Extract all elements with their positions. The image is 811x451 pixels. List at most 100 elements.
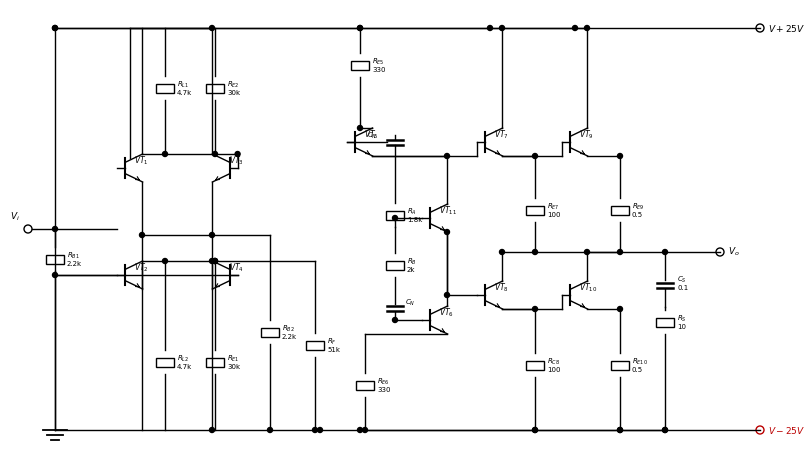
Circle shape <box>53 272 58 277</box>
Text: $V-25V$: $V-25V$ <box>768 424 805 436</box>
Bar <box>46 254 64 263</box>
Circle shape <box>363 428 367 433</box>
Text: $V+25V$: $V+25V$ <box>768 23 805 33</box>
Bar <box>156 83 174 92</box>
Circle shape <box>358 125 363 130</box>
Text: $R_{B2}$: $R_{B2}$ <box>282 324 295 334</box>
Bar <box>611 360 629 369</box>
Circle shape <box>212 152 217 156</box>
Circle shape <box>444 153 449 158</box>
Circle shape <box>209 428 214 433</box>
Circle shape <box>444 293 449 298</box>
Circle shape <box>212 258 217 263</box>
Text: $VT_7$: $VT_7$ <box>494 129 509 141</box>
Text: $R_{E1}$: $R_{E1}$ <box>227 354 239 364</box>
Circle shape <box>358 26 363 31</box>
Circle shape <box>585 26 590 31</box>
Bar <box>206 83 224 92</box>
Circle shape <box>500 26 504 31</box>
Text: 100: 100 <box>547 367 560 373</box>
Bar <box>386 261 404 270</box>
Text: $R_S$: $R_S$ <box>677 314 687 324</box>
Circle shape <box>139 233 144 238</box>
Circle shape <box>617 249 623 254</box>
Text: $VT_5$: $VT_5$ <box>364 129 379 141</box>
Circle shape <box>487 26 492 31</box>
Circle shape <box>663 249 667 254</box>
Circle shape <box>617 153 623 158</box>
Circle shape <box>209 233 214 238</box>
Text: $VT_6$: $VT_6$ <box>440 307 454 319</box>
Text: $VT_1$: $VT_1$ <box>134 155 149 167</box>
Text: $R_B$: $R_B$ <box>407 257 417 267</box>
Circle shape <box>533 307 538 312</box>
Text: 330: 330 <box>372 67 385 73</box>
Circle shape <box>533 428 538 433</box>
Circle shape <box>212 258 217 263</box>
Text: $R_{E5}$: $R_{E5}$ <box>372 57 384 67</box>
Text: $R_{E2}$: $R_{E2}$ <box>227 80 239 90</box>
Text: $R_A$: $R_A$ <box>407 207 417 217</box>
Text: $R_{L1}$: $R_{L1}$ <box>177 80 189 90</box>
Bar <box>261 327 279 336</box>
Text: $R_{E6}$: $R_{E6}$ <box>377 377 390 387</box>
Text: $R_{E7}$: $R_{E7}$ <box>547 202 560 212</box>
Circle shape <box>209 26 214 31</box>
Circle shape <box>533 428 538 433</box>
Bar <box>386 211 404 220</box>
Text: 1.8k: 1.8k <box>407 217 423 223</box>
Bar <box>656 318 674 327</box>
Text: 330: 330 <box>377 387 391 393</box>
Circle shape <box>312 428 317 433</box>
Text: 0.5: 0.5 <box>632 212 643 218</box>
Circle shape <box>53 26 58 31</box>
Circle shape <box>358 26 363 31</box>
Text: $VT_{10}$: $VT_{10}$ <box>579 282 598 294</box>
Bar <box>526 360 544 369</box>
Bar <box>206 358 224 367</box>
Circle shape <box>212 258 217 263</box>
Text: $V_o$: $V_o$ <box>728 246 740 258</box>
Text: 2.2k: 2.2k <box>282 334 297 340</box>
Text: $C_N$: $C_N$ <box>367 131 377 141</box>
Circle shape <box>358 428 363 433</box>
Text: 0.5: 0.5 <box>632 367 643 373</box>
Bar <box>611 206 629 215</box>
Bar <box>306 341 324 350</box>
Circle shape <box>500 249 504 254</box>
Circle shape <box>268 428 272 433</box>
Circle shape <box>162 258 168 263</box>
Text: 100: 100 <box>547 212 560 218</box>
Bar <box>526 206 544 215</box>
Circle shape <box>617 307 623 312</box>
Text: $R_{C8}$: $R_{C8}$ <box>547 357 560 367</box>
Text: 2.2k: 2.2k <box>67 261 82 267</box>
Text: $R_{E9}$: $R_{E9}$ <box>632 202 645 212</box>
Text: $R_F$: $R_F$ <box>327 337 337 347</box>
Circle shape <box>533 153 538 158</box>
Text: $VT_4$: $VT_4$ <box>230 262 244 274</box>
Circle shape <box>585 249 590 254</box>
Text: $VT_3$: $VT_3$ <box>230 155 244 167</box>
Text: 0.1: 0.1 <box>677 285 689 291</box>
Circle shape <box>209 258 214 263</box>
Text: 30k: 30k <box>227 364 240 370</box>
Circle shape <box>53 26 58 31</box>
Text: $C_N$: $C_N$ <box>405 298 415 308</box>
Circle shape <box>573 26 577 31</box>
Circle shape <box>162 152 168 156</box>
Circle shape <box>663 428 667 433</box>
Text: 2k: 2k <box>407 267 415 273</box>
Bar <box>351 60 369 69</box>
Text: 4.7k: 4.7k <box>177 364 192 370</box>
Circle shape <box>317 428 323 433</box>
Text: $R_{L2}$: $R_{L2}$ <box>177 354 189 364</box>
Bar <box>156 358 174 367</box>
Text: $C_S$: $C_S$ <box>677 275 687 285</box>
Circle shape <box>663 428 667 433</box>
Circle shape <box>235 152 240 156</box>
Text: 30k: 30k <box>227 90 240 96</box>
Text: $VT_9$: $VT_9$ <box>579 129 594 141</box>
Circle shape <box>617 428 623 433</box>
Text: 10: 10 <box>677 324 686 330</box>
